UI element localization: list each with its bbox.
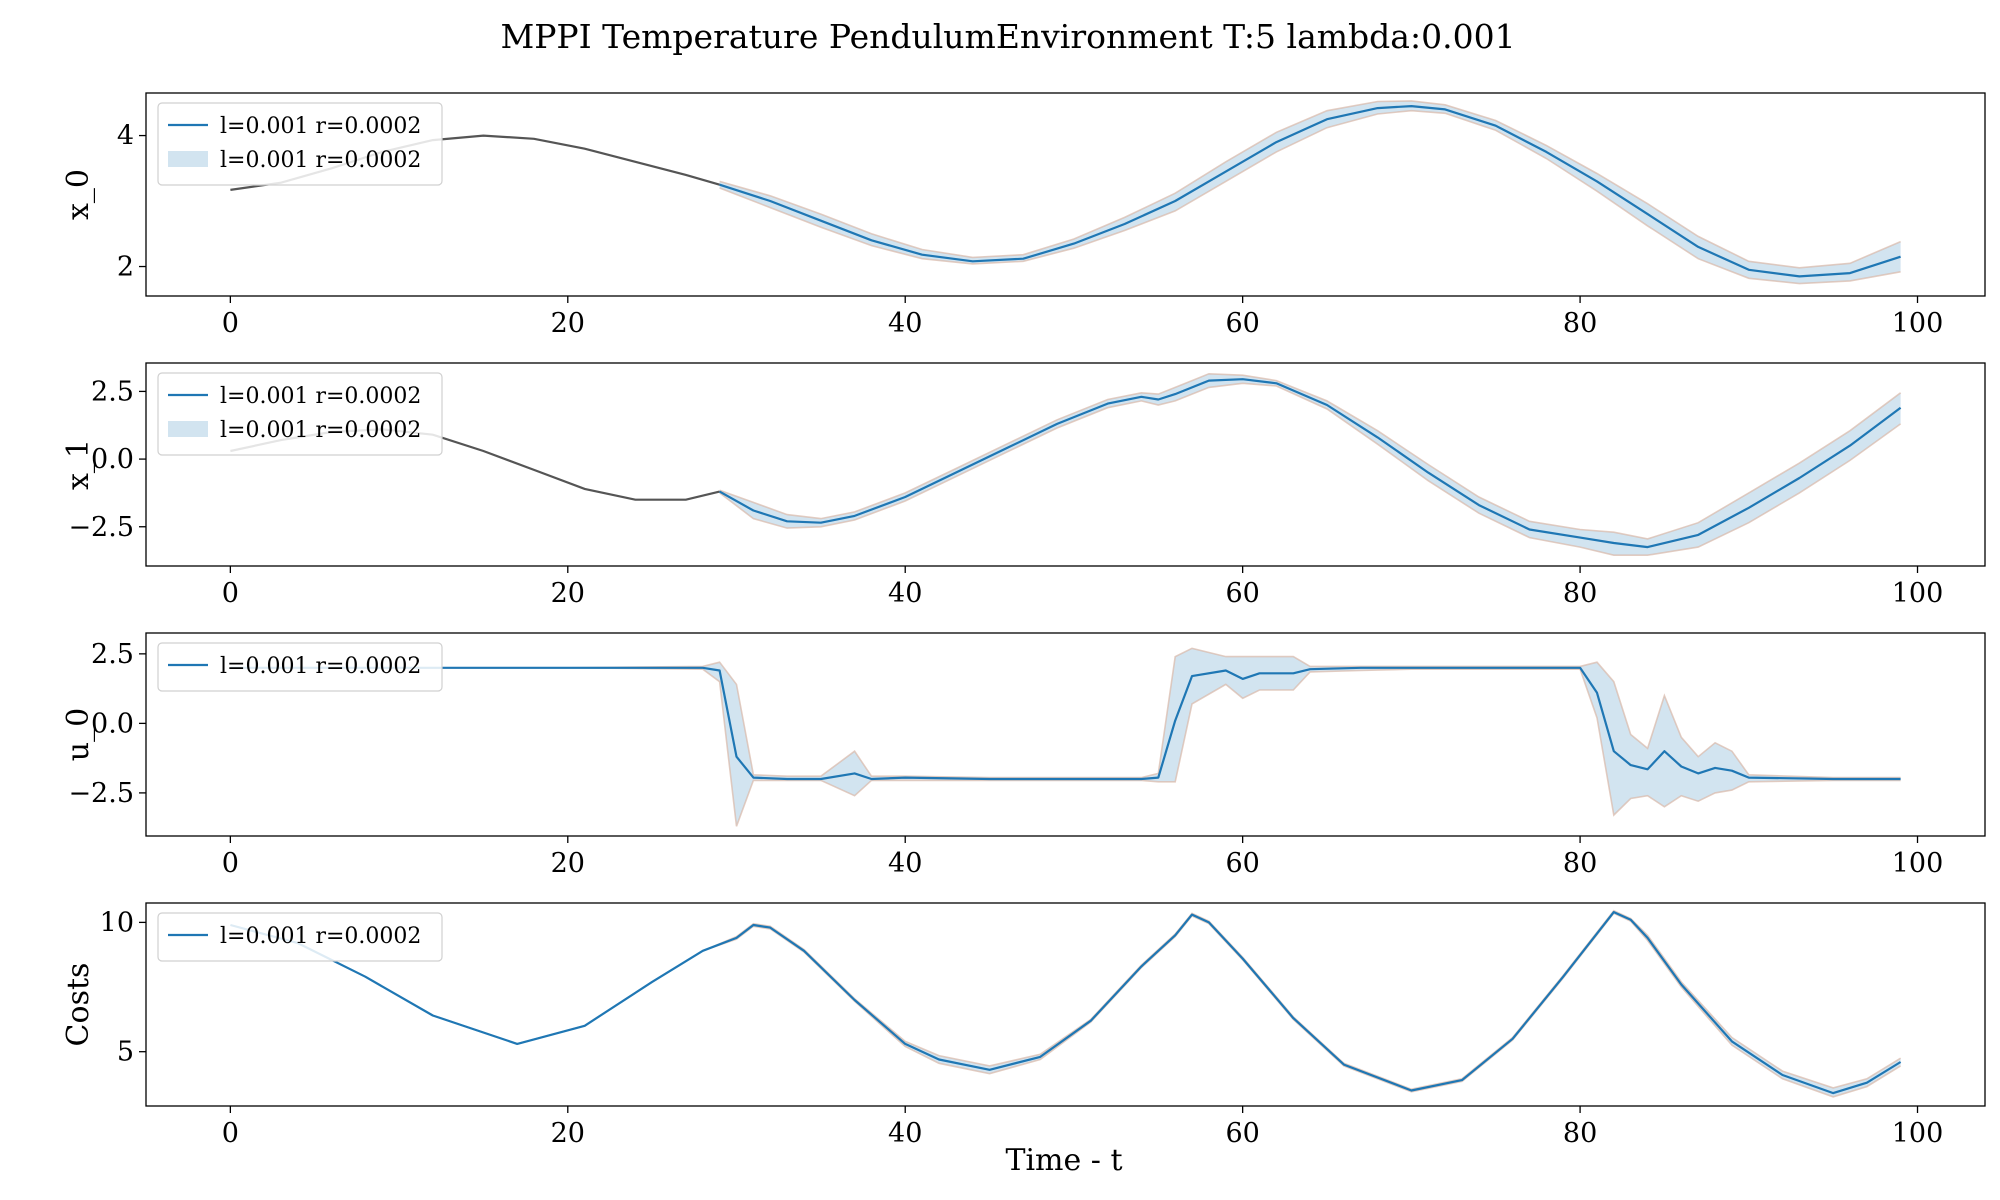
- sample-trace: [719, 382, 1902, 556]
- y-tick-label: 2.5: [91, 639, 134, 670]
- x-tick-label: 40: [888, 1118, 922, 1149]
- y-axis-label: Costs: [61, 963, 96, 1047]
- subplot-3: 0 20 40 60 80 100 2.5 0.0 −2.5 u_0 l=0.001 r=0.000…: [61, 632, 1986, 879]
- legend: l=0.001 r=0.0002: [157, 912, 443, 962]
- x-tick-label: 100: [1892, 848, 1944, 879]
- confidence-band: [230, 648, 1901, 827]
- x-tick-label: 80: [1563, 1118, 1597, 1149]
- sample-trace: [230, 667, 1901, 827]
- x-tick-label: 40: [888, 578, 922, 609]
- legend-entry-label: l=0.001 r=0.0002: [220, 924, 421, 949]
- x-tick-label: 100: [1892, 308, 1944, 339]
- x-tick-label: 20: [551, 308, 585, 339]
- x-tick-label: 100: [1892, 1118, 1944, 1149]
- legend-entry-label: l=0.001 r=0.0002: [220, 418, 421, 443]
- legend-band-swatch: [168, 151, 208, 167]
- legend-box: [157, 372, 443, 456]
- y-tick-label: −2.5: [68, 512, 134, 543]
- axes-frame: [145, 902, 1986, 1107]
- series-line: [719, 378, 1902, 549]
- plot-area: [230, 909, 1902, 1098]
- axes-frame: [145, 92, 1986, 297]
- x-tick-label: 40: [888, 848, 922, 879]
- x-tick-label: 60: [1225, 308, 1259, 339]
- legend-box: [157, 912, 443, 962]
- legend-entry-label: l=0.001 r=0.0002: [220, 654, 421, 679]
- y-axis-label: x_0: [61, 169, 96, 220]
- y-axis-label: u_0: [61, 708, 96, 761]
- legend: l=0.001 r=0.0002 l=0.001 r=0.0002: [157, 372, 443, 456]
- legend-box: [157, 102, 443, 186]
- plot-area: [230, 647, 1901, 827]
- series-line: [230, 666, 1901, 781]
- series-line: [230, 911, 1902, 1095]
- legend: l=0.001 r=0.0002 l=0.001 r=0.0002: [157, 102, 443, 186]
- chart-title: MPPI Temperature PendulumEnvironment T:5…: [500, 17, 1515, 56]
- x-tick-label: 60: [1225, 578, 1259, 609]
- x-tick-label: 60: [1225, 1118, 1259, 1149]
- legend-entry-label: l=0.001 r=0.0002: [220, 384, 421, 409]
- legend-band-swatch: [168, 421, 208, 437]
- x-tick-label: 20: [551, 848, 585, 879]
- axes-frame: [145, 362, 1986, 567]
- y-tick-label: 2.5: [91, 376, 134, 407]
- x-axis-label: Time - t: [1005, 1143, 1122, 1178]
- sample-trace: [230, 647, 1901, 779]
- x-tick-label: 0: [222, 1118, 239, 1149]
- y-axis-label: x_1: [61, 439, 96, 490]
- confidence-band: [719, 100, 1901, 284]
- plot-area: [230, 100, 1901, 285]
- y-tick-label: 0.0: [91, 708, 134, 739]
- axes-frame: [145, 632, 1986, 837]
- y-tick-label: 10: [100, 907, 134, 938]
- sample-trace: [719, 100, 1901, 269]
- legend-box: [157, 642, 443, 692]
- y-tick-label: −2.5: [68, 778, 134, 809]
- x-tick-label: 80: [1563, 848, 1597, 879]
- y-tick-label: 4: [117, 121, 134, 152]
- x-tick-label: 100: [1892, 578, 1944, 609]
- plot-area: [230, 372, 1902, 556]
- series-line: [719, 105, 1901, 278]
- legend: l=0.001 r=0.0002: [157, 642, 443, 692]
- sample-trace: [719, 109, 1901, 285]
- x-tick-label: 40: [888, 308, 922, 339]
- x-tick-label: 0: [222, 308, 239, 339]
- x-tick-label: 80: [1563, 578, 1597, 609]
- x-tick-label: 20: [551, 578, 585, 609]
- x-tick-label: 0: [222, 848, 239, 879]
- subplot-4: 0 20 40 60 80 100 10 5 Costs l=0.001 r=0.0002: [61, 902, 1986, 1149]
- sample-trace: [719, 372, 1902, 540]
- x-tick-label: 60: [1225, 848, 1259, 879]
- subplot-2: 0 20 40 60 80 100 2.5 0.0 −2.5 x_1 l=0.001 r=0.000…: [61, 362, 1986, 609]
- y-tick-label: 0.0: [91, 444, 134, 475]
- sample-trace: [230, 909, 1902, 1091]
- x-tick-label: 20: [551, 1118, 585, 1149]
- y-tick-label: 2: [117, 252, 134, 283]
- legend-entry-label: l=0.001 r=0.0002: [220, 148, 421, 173]
- legend-entry-label: l=0.001 r=0.0002: [220, 114, 421, 139]
- y-tick-label: 5: [117, 1037, 134, 1068]
- x-tick-label: 80: [1563, 308, 1597, 339]
- x-tick-label: 0: [222, 578, 239, 609]
